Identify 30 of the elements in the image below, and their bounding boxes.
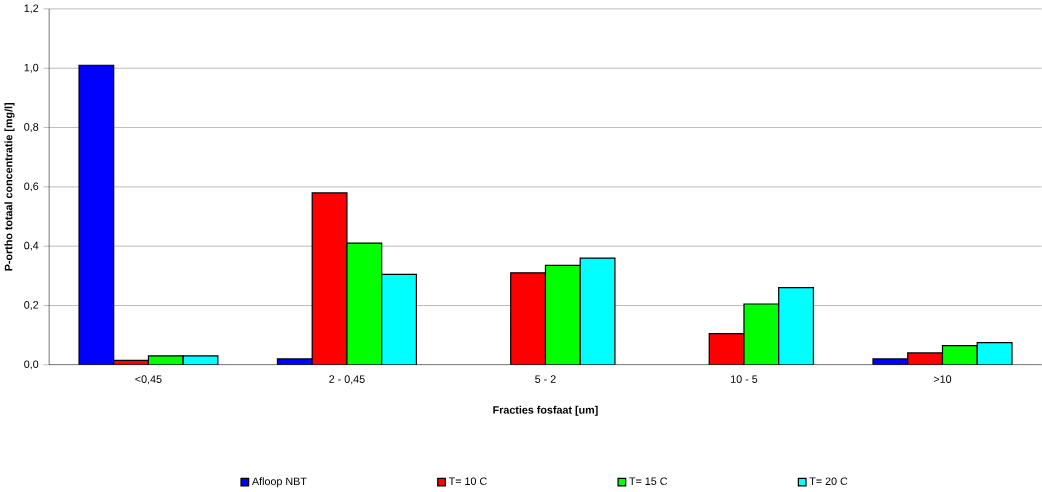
- bar: [78, 64, 115, 365]
- x-tick-label: <0,45: [135, 375, 162, 384]
- legend-label: T= 10 C: [448, 477, 487, 485]
- bar: [381, 273, 418, 365]
- y-axis-title: P-ortho totaal concentratie [mg/l]: [4, 102, 15, 271]
- bar: [708, 332, 745, 365]
- x-tick-label: 2 - 0,45: [329, 375, 365, 384]
- x-axis-title: Fracties fosfaat [um]: [493, 405, 598, 416]
- legend-label: T= 20 C: [809, 477, 848, 485]
- y-tick-label: 0,8: [24, 122, 39, 132]
- x-tick-label: 10 - 5: [731, 375, 758, 383]
- y-tick-label: 0,6: [24, 182, 39, 192]
- bar: [510, 272, 547, 365]
- y-tick-label: 1,2: [24, 4, 39, 14]
- bar: [311, 191, 348, 365]
- bar: [976, 341, 1013, 365]
- bar: [579, 257, 616, 365]
- bar: [743, 303, 780, 365]
- bar: [346, 242, 383, 365]
- x-tick-label: 5 - 2: [535, 375, 556, 383]
- y-tick-label: 1,0: [24, 63, 39, 73]
- legend-label: Afloop NBT: [251, 477, 307, 488]
- legend-label: T= 15 C: [629, 477, 668, 485]
- bar: [941, 344, 978, 365]
- bar: [778, 286, 815, 365]
- y-tick-label: 0,4: [24, 241, 39, 251]
- y-tick-label: 0,0: [24, 360, 39, 370]
- y-tick-label: 0,2: [24, 300, 39, 310]
- bar: [544, 264, 581, 365]
- x-tick-label: >10: [933, 375, 952, 383]
